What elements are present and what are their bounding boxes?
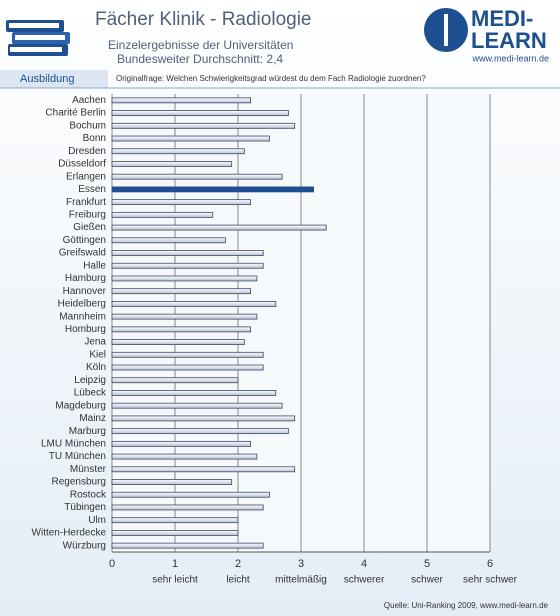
bar: [111, 97, 252, 104]
subtitle: Einzelergebnisse der Universitäten: [108, 38, 293, 52]
bar: [111, 530, 239, 536]
bar: [111, 542, 264, 549]
tab-label: Ausbildung: [20, 73, 74, 85]
bar: [111, 110, 289, 116]
scale-label: schwer: [411, 575, 443, 586]
y-tick-label: Charité Berlin: [45, 108, 106, 119]
bar: [111, 173, 283, 180]
title: Fächer Klinik - Radiologie: [95, 9, 312, 30]
y-tick-label: Marburg: [69, 426, 106, 437]
y-tick-label: Erlangen: [66, 171, 106, 182]
bar: [111, 491, 270, 498]
logo-url: www.medi-learn.de: [471, 53, 549, 63]
scale-label: sehr schwer: [463, 575, 518, 586]
y-tick-label: TU München: [49, 451, 106, 462]
x-tick-label: 3: [298, 558, 304, 570]
bar: [111, 199, 252, 206]
x-tick-label: 5: [424, 558, 430, 570]
bar: [111, 211, 214, 218]
bar: [111, 440, 252, 447]
y-tick-label: Bonn: [83, 133, 106, 144]
bar: [111, 377, 239, 384]
bar: [111, 301, 277, 307]
bar: [111, 237, 226, 244]
y-tick-label: Düsseldorf: [58, 159, 106, 170]
bar: [111, 288, 252, 295]
bar: [111, 262, 264, 269]
bar: [111, 122, 296, 129]
y-tick-label: Aachen: [72, 95, 106, 106]
scale-label: leicht: [226, 575, 250, 586]
y-tick-label: Rostock: [70, 489, 107, 500]
x-tick-label: 0: [109, 558, 115, 570]
bar: [111, 428, 289, 435]
x-tick-label: 2: [235, 558, 241, 570]
bar: [111, 224, 327, 231]
y-tick-label: Regensburg: [52, 477, 106, 488]
logo-text: LEARN: [471, 28, 547, 53]
y-tick-label: Ulm: [88, 515, 106, 526]
y-tick-label: Würzburg: [63, 540, 106, 551]
bar: [111, 479, 233, 485]
x-tick-label: 6: [487, 558, 493, 570]
y-tick-label: Mannheim: [59, 311, 106, 322]
x-tick-label: 1: [172, 558, 178, 570]
x-tick-label: 4: [361, 558, 367, 570]
bar: [111, 161, 233, 167]
y-tick-label: Leipzig: [74, 375, 106, 386]
scale-label: mittelmäßig: [275, 575, 327, 586]
y-tick-label: Frankfurt: [66, 197, 106, 208]
y-tick-label: Witten-Herdecke: [32, 528, 107, 539]
y-tick-label: Tübingen: [64, 502, 106, 513]
scale-label: schwerer: [344, 575, 385, 586]
y-tick-label: Göttingen: [63, 235, 106, 246]
y-tick-label: Mainz: [79, 413, 106, 424]
y-tick-label: Heidelberg: [58, 299, 106, 310]
y-tick-label: LMU München: [41, 439, 106, 450]
bar: [111, 275, 258, 282]
bar: [111, 390, 277, 396]
y-tick-label: Kiel: [89, 349, 106, 360]
logo-text: MEDI-: [471, 6, 533, 31]
bar: [111, 326, 252, 333]
question: Originalfrage: Welchen Schwierigkeitsgra…: [116, 74, 426, 83]
bar: [111, 517, 239, 524]
y-tick-label: Greifswald: [59, 248, 106, 259]
bar: [111, 415, 296, 422]
bar: [111, 313, 258, 320]
bar: [111, 250, 264, 256]
y-tick-label: Halle: [83, 260, 106, 271]
y-tick-label: Jena: [84, 337, 106, 348]
y-tick-label: Homburg: [65, 324, 106, 335]
scale-label: sehr leicht: [152, 575, 198, 586]
bar: [111, 351, 264, 358]
bar: [111, 148, 245, 155]
source: Quelle: Uni-Ranking 2009, www.medi-learn…: [384, 601, 549, 610]
y-tick-label: Hamburg: [65, 273, 106, 284]
y-tick-label: Dresden: [68, 146, 106, 157]
y-tick-label: Lübeck: [74, 388, 107, 399]
bar: [111, 504, 264, 511]
bar: [111, 402, 283, 409]
bar: [111, 364, 264, 371]
y-tick-label: Münster: [70, 464, 107, 475]
y-tick-label: Köln: [86, 362, 106, 373]
y-tick-label: Bochum: [69, 120, 106, 131]
y-tick-label: Hannover: [63, 286, 107, 297]
bar: [111, 135, 270, 142]
y-tick-label: Magdeburg: [55, 400, 106, 411]
logo-staff: [444, 14, 448, 46]
y-tick-label: Essen: [78, 184, 106, 195]
y-tick-label: Freiburg: [69, 210, 106, 221]
bar: [111, 186, 315, 193]
subtitle: Bundesweiter Durchschnitt: 2,4: [117, 52, 283, 66]
bar: [111, 453, 258, 460]
bar: [111, 466, 296, 473]
bar: [111, 339, 245, 345]
books-icon: [6, 20, 70, 56]
tab: [0, 70, 108, 88]
y-tick-label: Gießen: [73, 222, 106, 233]
